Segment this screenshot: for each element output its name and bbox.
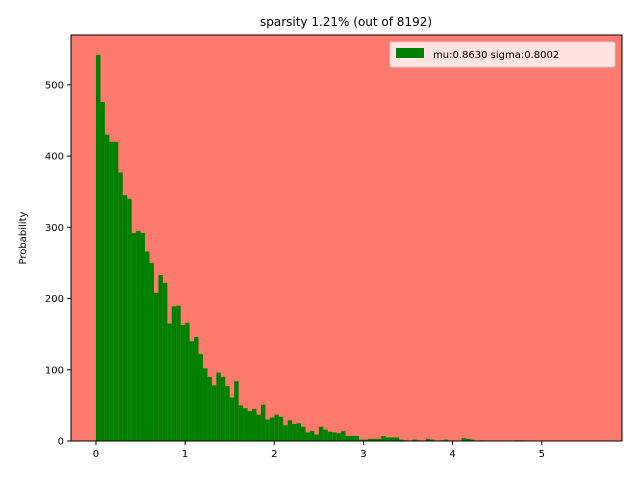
histogram-bar (167, 323, 172, 441)
legend-box (389, 41, 616, 68)
histogram-bar (358, 439, 364, 441)
histogram-bar (296, 423, 302, 441)
y-axis: 0 100 200 300 400 500 (45, 80, 71, 448)
histogram-bar (269, 417, 275, 441)
histogram-bar (399, 439, 404, 441)
histogram-bar (189, 341, 195, 441)
histogram-bar (211, 385, 217, 441)
histogram-bar (100, 101, 105, 442)
histogram-bar (430, 439, 435, 441)
y-tick-label: 100 (45, 365, 64, 376)
histogram-bar (140, 233, 146, 441)
bars-group (95, 54, 524, 442)
histogram-bar (153, 292, 159, 441)
histogram-bar (225, 386, 230, 441)
histogram-bar (376, 438, 382, 441)
y-tick-label: 300 (45, 223, 64, 234)
histogram-bar (292, 423, 297, 441)
histogram-bar (345, 436, 351, 441)
histogram-bar (216, 372, 221, 441)
histogram-bar (465, 438, 471, 441)
histogram-bar (122, 195, 128, 441)
histogram-bar (113, 141, 119, 441)
x-tick-label: 4 (449, 449, 455, 460)
histogram-bar (278, 416, 284, 441)
histogram-bar (238, 405, 244, 441)
histogram-bar (194, 337, 199, 441)
y-tick-label: 400 (45, 152, 64, 163)
histogram-bar (198, 354, 203, 441)
histogram-bar (336, 433, 342, 441)
histogram-bar (425, 438, 431, 441)
histogram-bar (372, 438, 377, 441)
histogram-bar (234, 381, 239, 441)
x-tick-label: 3 (360, 449, 366, 460)
histogram-bar (314, 434, 319, 441)
histogram-bar (104, 134, 110, 441)
histogram-bar (180, 324, 186, 441)
histogram-bar (202, 368, 208, 441)
histogram-bar (127, 198, 132, 441)
histogram-bar (394, 437, 400, 441)
histogram-bar (327, 431, 333, 441)
histogram-bar (390, 437, 395, 441)
histogram-bar (381, 436, 386, 441)
histogram-bar (243, 408, 248, 441)
histogram-bar (171, 306, 177, 441)
histogram-bar (323, 429, 328, 441)
histogram-bar (305, 432, 310, 441)
histogram-bar (287, 420, 293, 441)
histogram-bar (229, 397, 235, 441)
histogram-bar (256, 414, 261, 441)
y-tick-label: 0 (58, 437, 64, 448)
histogram-bar (149, 262, 154, 441)
histogram-bar (176, 305, 181, 441)
histogram-bar (185, 322, 190, 441)
histogram-bar (443, 439, 449, 441)
histogram-bar (470, 439, 475, 441)
histogram-bar (363, 439, 368, 441)
histogram-bar (412, 439, 417, 441)
x-axis: 0 1 2 3 4 5 (93, 441, 545, 460)
histogram-bar (109, 141, 114, 441)
y-tick-label: 500 (45, 80, 64, 91)
histogram-bar (136, 230, 141, 441)
histogram-bar (274, 414, 279, 441)
histogram-bar (220, 376, 226, 441)
chart-title: sparsity 1.21% (out of 8192) (260, 15, 432, 29)
histogram-bar (283, 425, 288, 441)
histogram-bar (354, 436, 359, 441)
y-axis-label: Probability (18, 211, 29, 264)
histogram-bar (461, 438, 466, 441)
x-tick-label: 5 (539, 449, 545, 460)
x-tick-label: 1 (182, 449, 188, 460)
y-tick-label: 200 (45, 294, 64, 305)
x-tick-label: 0 (93, 449, 99, 460)
histogram-bar (367, 438, 373, 441)
legend: mu:0.8630 sigma:0.8002 (389, 41, 616, 68)
legend-swatch (396, 48, 424, 58)
histogram-bar (265, 419, 270, 441)
histogram-bar (145, 251, 150, 441)
histogram-bar (350, 436, 355, 441)
legend-label: mu:0.8630 sigma:0.8002 (433, 50, 559, 61)
histogram-bar (385, 437, 391, 441)
histogram-bar (158, 275, 163, 441)
histogram-bar (131, 233, 137, 441)
histogram-bar (95, 54, 101, 442)
histogram-bar (309, 431, 315, 441)
histogram-bar (341, 431, 346, 441)
plot-frame (70, 34, 623, 442)
histogram-bar (207, 376, 212, 441)
histogram-bar (260, 404, 266, 441)
histogram-bar (162, 282, 168, 441)
histogram-bar (318, 426, 324, 441)
x-tick-label: 2 (271, 449, 277, 460)
histogram-bar (251, 408, 257, 441)
histogram-bar (332, 432, 337, 441)
histogram-bar (247, 411, 252, 441)
histogram-bar (301, 426, 306, 441)
histogram-bar (118, 172, 123, 442)
